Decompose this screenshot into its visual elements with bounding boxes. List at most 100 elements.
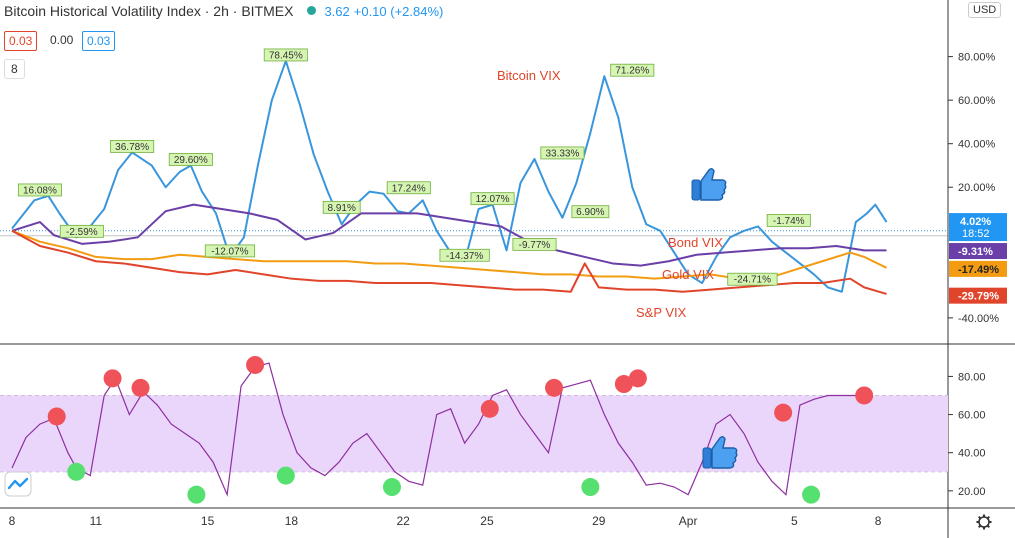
point-label-box (540, 146, 585, 160)
oversold-marker (382, 478, 401, 497)
bond-last-value: -9.31% (958, 246, 993, 258)
point-label: -12.07% (211, 246, 248, 257)
settings-gear-icon[interactable] (976, 514, 992, 530)
point-label: 16.08% (23, 185, 57, 196)
overbought-marker (855, 386, 874, 405)
y-tick-label: 20.00% (958, 182, 996, 194)
rsi-tick-label: 40.00 (958, 448, 986, 460)
point-label: -14.37% (446, 251, 483, 262)
point-label: 36.78% (115, 142, 149, 153)
point-label-box (110, 140, 155, 153)
overbought-marker (131, 378, 150, 397)
point-label-box (263, 48, 308, 62)
point-label-box (168, 153, 213, 166)
bitcoin-last-value: 4.02% (960, 216, 991, 228)
sp-last-value-tag (949, 287, 1007, 304)
gear-tooth (977, 515, 982, 520)
oversold-marker (67, 462, 86, 481)
gold-last-value: -17.49% (958, 264, 999, 276)
logo-icon[interactable] (4, 471, 32, 497)
point-label: -24.71% (734, 275, 771, 286)
gold-last-value-tag (949, 260, 1007, 277)
point-label: 78.45% (269, 50, 303, 61)
oversold-marker (802, 485, 821, 504)
overbought-marker (774, 403, 793, 422)
point-label-box (610, 63, 655, 77)
rsi-tick-label: 60.00 (958, 410, 986, 422)
gear-tooth (986, 515, 991, 520)
overbought-marker (246, 355, 265, 374)
chart-header: Bitcoin Historical Volatility Index · 2h… (4, 3, 443, 19)
series-line-sp (11, 229, 887, 295)
overbought-marker (545, 378, 564, 397)
overbought-marker (47, 407, 66, 426)
overbought-marker (628, 369, 647, 388)
overbought-marker (480, 399, 499, 418)
indicator-value-3: 0.03 (82, 31, 116, 51)
point-label: 71.26% (615, 66, 649, 77)
point-label: 29.60% (174, 155, 208, 166)
sp-last-value: -29.79% (958, 291, 999, 303)
indicator-value-1: 0.03 (4, 31, 38, 51)
point-label-box (512, 237, 557, 251)
oversold-marker (581, 478, 600, 497)
point-label: 33.33% (545, 148, 579, 159)
point-label-box (386, 181, 431, 195)
logo-mark (7, 477, 29, 490)
point-label: -9.77% (519, 240, 551, 251)
y-tick-label: -40.00% (958, 313, 999, 325)
point-label-box (571, 205, 610, 219)
y-tick-label: 80.00% (958, 52, 996, 64)
x-tick-label: 29 (592, 514, 606, 528)
series-line-bond (11, 203, 887, 267)
interval-button[interactable]: 8 (4, 59, 25, 79)
overbought-marker (614, 375, 633, 394)
bond-last-value-tag (949, 243, 1007, 260)
gear-tooth (986, 524, 991, 529)
point-label: 6.90% (576, 207, 604, 218)
thumbs-up-icon (691, 168, 727, 201)
value-change: +0.10 (+2.84%) (353, 4, 444, 19)
point-label: 12.07% (476, 194, 510, 205)
x-tick-label: 22 (396, 514, 410, 528)
thumbs-up-icon (702, 436, 738, 469)
x-tick-label: 8 (875, 514, 882, 528)
point-label-box (439, 248, 490, 262)
last-value: 3.62 (324, 4, 350, 19)
x-tick-label: 5 (791, 514, 798, 528)
rsi-tick-label: 80.00 (958, 371, 986, 383)
point-label: -1.74% (773, 216, 805, 227)
point-label-box (17, 183, 62, 197)
x-tick-label: 18 (285, 514, 299, 528)
x-tick-label: 25 (480, 514, 494, 528)
point-label-box (727, 272, 778, 286)
point-label-box (470, 192, 515, 206)
oversold-marker (276, 466, 295, 485)
rsi-line (11, 362, 867, 497)
gear-ring (978, 516, 990, 528)
series-annotation: Bitcoin VIX (497, 68, 561, 83)
market-status-icon (307, 6, 317, 15)
indicator-value-2: 0.00 (50, 33, 74, 47)
chart-title: Bitcoin Historical Volatility Index · 2h… (4, 3, 294, 19)
thumb-hand (711, 436, 738, 469)
series-annotation: Bond VIX (668, 235, 723, 250)
x-tick-label: 15 (201, 514, 215, 528)
x-tick-label: Apr (679, 514, 698, 528)
series-annotation: S&P VIX (636, 305, 687, 320)
point-label: 8.91% (328, 203, 356, 214)
y-tick-label: 60.00% (958, 95, 996, 107)
oversold-marker (187, 485, 206, 504)
bar-countdown: 18:52 (962, 228, 990, 240)
x-tick-label: 8 (9, 514, 16, 528)
thumb-hand (700, 168, 727, 201)
series-annotation: Gold VIX (662, 267, 714, 282)
thumb-cuff (702, 447, 712, 469)
x-tick-label: 11 (90, 514, 103, 528)
currency-button[interactable]: USD (968, 2, 1002, 18)
point-label-box (322, 200, 361, 214)
point-label: -2.59% (66, 227, 98, 238)
rsi-range-band (0, 395, 948, 472)
point-label: 17.24% (392, 183, 426, 194)
gear-tooth (977, 524, 982, 529)
